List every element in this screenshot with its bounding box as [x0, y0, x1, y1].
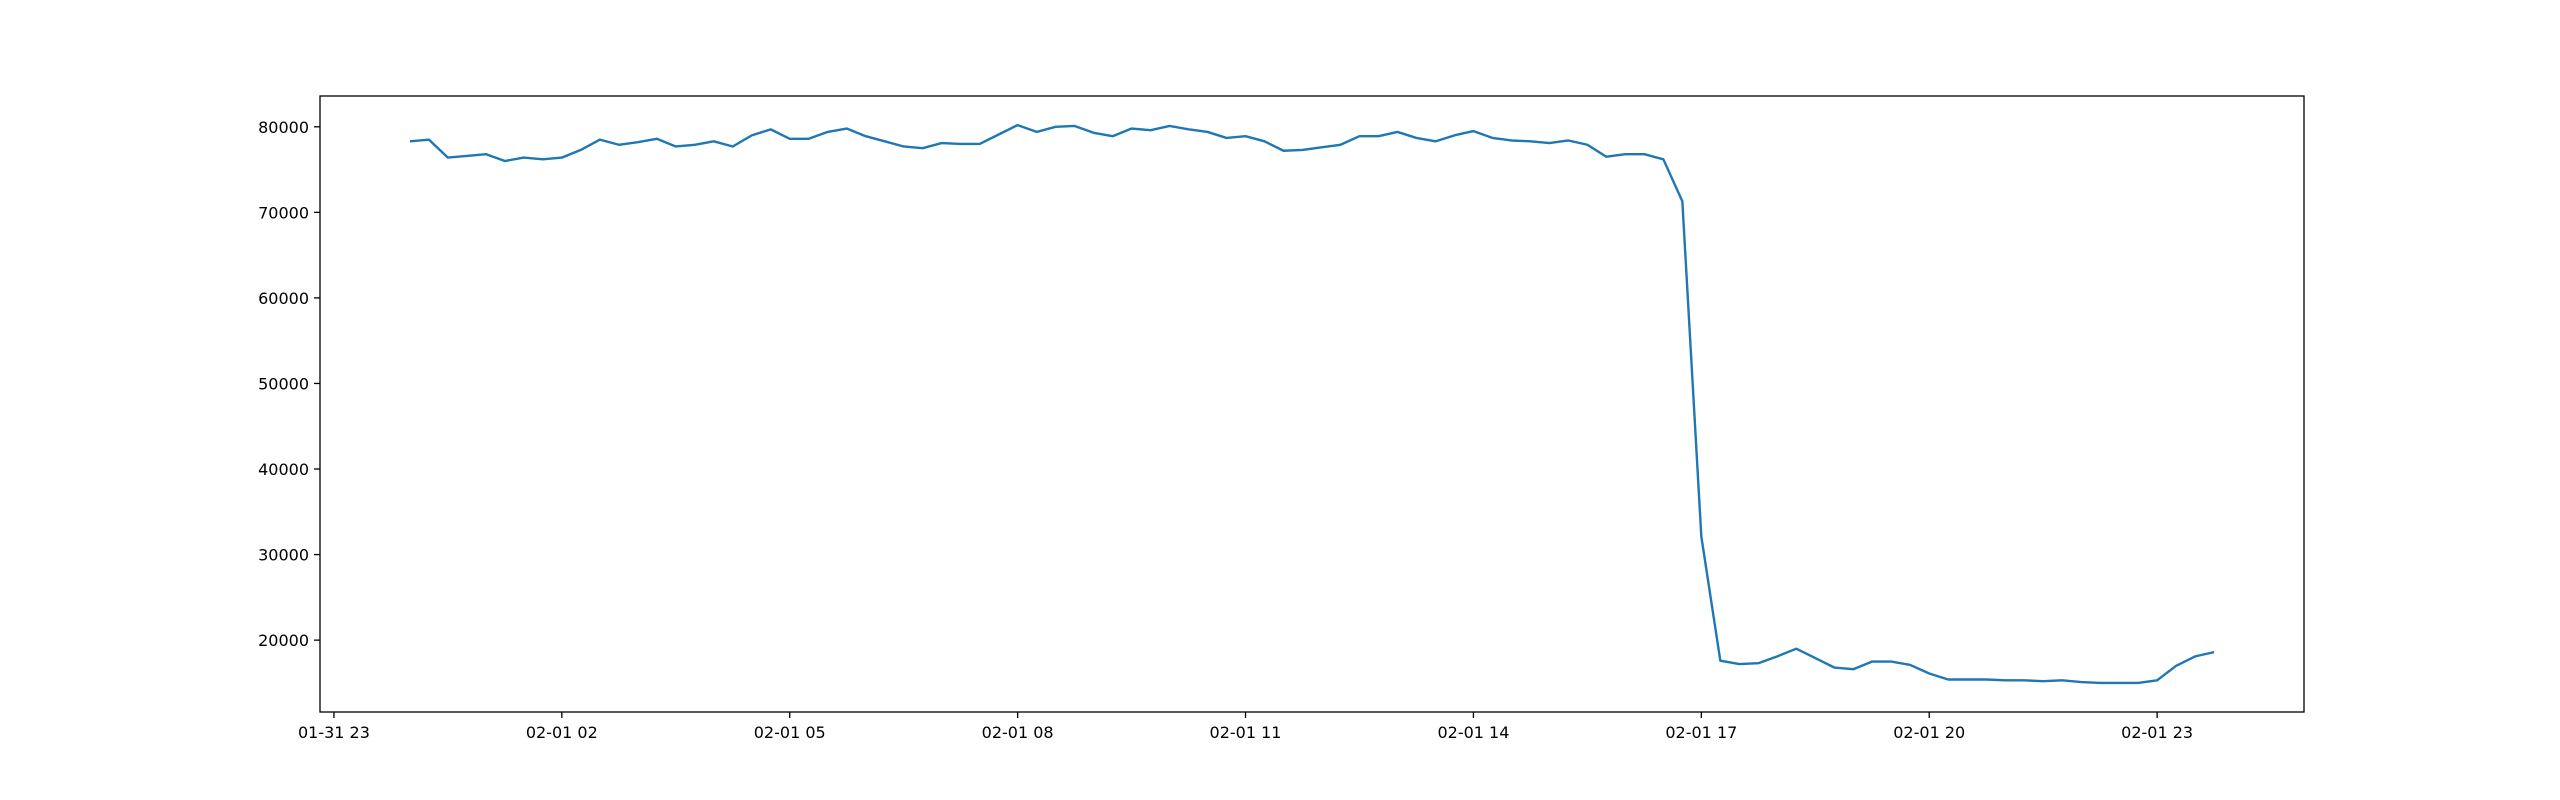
y-tick-label: 80000	[258, 118, 309, 137]
y-tick-label: 70000	[258, 203, 309, 222]
x-tick-label: 02-01 02	[526, 723, 598, 742]
y-tick-label: 40000	[258, 460, 309, 479]
x-tick-label: 01-31 23	[298, 723, 370, 742]
x-tick-label: 02-01 08	[982, 723, 1054, 742]
plot-frame	[319, 95, 2305, 713]
line	[409, 123, 2215, 685]
y-tick-label: 20000	[258, 631, 309, 650]
x-tick-label: 02-01 17	[1665, 723, 1737, 742]
x-tick-label: 02-01 11	[1210, 723, 1282, 742]
x-tick-label: 02-01 23	[2121, 723, 2193, 742]
y-tick-label: 30000	[258, 546, 309, 565]
x-tick-label: 02-01 05	[754, 723, 826, 742]
x-tick-label: 02-01 20	[1893, 723, 1965, 742]
x-tick-label: 02-01 14	[1437, 723, 1509, 742]
y-tick-label: 50000	[258, 374, 309, 393]
y-tick-label: 60000	[258, 289, 309, 308]
